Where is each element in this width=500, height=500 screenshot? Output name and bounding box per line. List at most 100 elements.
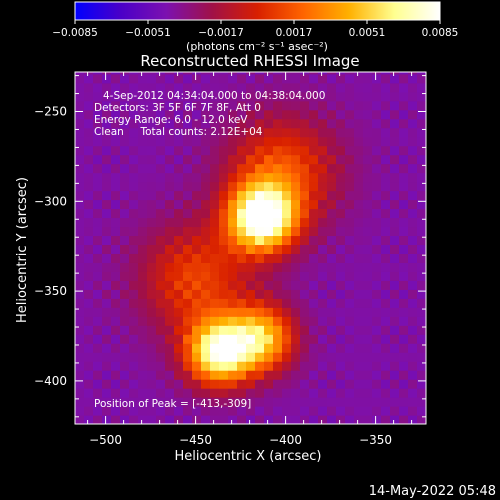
heatmap-cell: [102, 190, 112, 201]
heatmap-cell: [138, 289, 148, 299]
heatmap-cell: [228, 154, 238, 165]
heatmap-cell: [138, 262, 148, 272]
heatmap-cell: [138, 91, 148, 102]
heatmap-cell: [84, 307, 94, 317]
heatmap-cell: [75, 172, 85, 183]
heatmap-cell: [408, 406, 418, 416]
heatmap-cell: [246, 127, 256, 138]
heatmap-cell: [363, 298, 373, 308]
heatmap-cell: [399, 361, 409, 371]
heatmap-cell: [363, 343, 373, 353]
heatmap-cell: [237, 253, 247, 263]
heatmap-cell: [147, 181, 157, 192]
heatmap-cell: [399, 136, 409, 147]
heatmap-cell: [390, 262, 400, 272]
heatmap-cell: [183, 343, 193, 353]
heatmap-cell: [264, 109, 274, 120]
heatmap-cell: [201, 127, 211, 138]
heatmap-cell: [291, 397, 301, 407]
heatmap-cell: [336, 289, 346, 299]
heatmap-cell: [417, 343, 426, 353]
heatmap-cell: [399, 145, 409, 156]
heatmap-cell: [273, 217, 283, 228]
heatmap-cell: [165, 298, 175, 308]
heatmap-cell: [399, 343, 409, 353]
heatmap-cell: [138, 82, 148, 93]
heatmap-cell: [237, 271, 247, 281]
heatmap-cell: [165, 73, 175, 84]
heatmap-cell: [174, 280, 184, 290]
heatmap-cell: [120, 271, 130, 281]
heatmap-cell: [111, 289, 121, 299]
heatmap-cell: [408, 226, 418, 237]
heatmap-cell: [354, 325, 364, 335]
heatmap-cell: [408, 343, 418, 353]
heatmap-cell: [318, 208, 328, 219]
heatmap-cell: [372, 343, 382, 353]
heatmap-cell: [282, 280, 292, 290]
heatmap-cell: [363, 280, 373, 290]
heatmap-cell: [210, 82, 220, 93]
heatmap-cell: [219, 226, 229, 237]
heatmap-cell: [345, 262, 355, 272]
heatmap-cell: [336, 316, 346, 326]
heatmap-cell: [219, 163, 229, 174]
heatmap-cell: [120, 217, 130, 228]
heatmap-cell: [399, 415, 409, 424]
heatmap-cell: [408, 172, 418, 183]
heatmap-cell: [300, 154, 310, 165]
heatmap-cell: [381, 271, 391, 281]
heatmap-cell: [408, 118, 418, 129]
heatmap-cell: [129, 289, 139, 299]
heatmap-cell: [291, 145, 301, 156]
heatmap-cell: [192, 280, 202, 290]
heatmap-cell: [345, 199, 355, 210]
heatmap-cell: [228, 163, 238, 174]
heatmap-cell: [93, 154, 103, 165]
heatmap-cell: [408, 72, 418, 75]
heatmap-cell: [282, 352, 292, 362]
heatmap-cell: [192, 253, 202, 263]
heatmap-cell: [246, 415, 256, 424]
heatmap-cell: [309, 136, 319, 147]
heatmap-cell: [417, 406, 426, 416]
heatmap-cell: [345, 307, 355, 317]
heatmap-cell: [75, 262, 85, 272]
heatmap-cell: [408, 253, 418, 263]
heatmap-cell: [318, 91, 328, 102]
heatmap-cell: [192, 100, 202, 111]
heatmap-cell: [93, 406, 103, 416]
heatmap-cell: [129, 136, 139, 147]
heatmap-cell: [363, 217, 373, 228]
heatmap-cell: [255, 181, 265, 192]
heatmap-cell: [345, 181, 355, 192]
heatmap-cell: [363, 136, 373, 147]
heatmap-cell: [318, 361, 328, 371]
heatmap-cell: [138, 217, 148, 228]
heatmap-cell: [363, 379, 373, 389]
heatmap-cell: [228, 208, 238, 219]
heatmap-cell: [210, 298, 220, 308]
heatmap-cell: [390, 298, 400, 308]
heatmap-cell: [183, 73, 193, 84]
heatmap-cell: [354, 280, 364, 290]
heatmap-cell: [93, 82, 103, 93]
heatmap-cell: [390, 217, 400, 228]
heatmap-cell: [192, 154, 202, 165]
heatmap-cell: [129, 127, 139, 138]
heatmap-cell: [390, 307, 400, 317]
heatmap-cell: [291, 100, 301, 111]
heatmap-cell: [345, 316, 355, 326]
heatmap-cell: [246, 334, 256, 344]
heatmap-cell: [237, 406, 247, 416]
heatmap-cell: [336, 136, 346, 147]
heatmap-cell: [219, 73, 229, 84]
heatmap-cell: [399, 298, 409, 308]
heatmap-cell: [228, 82, 238, 93]
heatmap-cell: [282, 154, 292, 165]
heatmap-cell: [273, 145, 283, 156]
heatmap-cell: [165, 352, 175, 362]
heatmap-cell: [291, 118, 301, 129]
heatmap-cell: [282, 289, 292, 299]
heatmap-cell: [138, 271, 148, 281]
